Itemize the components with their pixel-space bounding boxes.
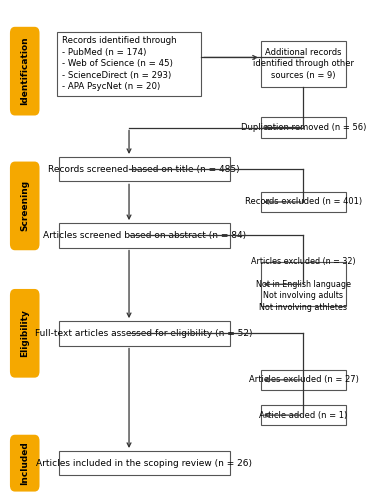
FancyBboxPatch shape	[59, 451, 229, 475]
Text: Included: Included	[20, 442, 29, 485]
Text: Screening: Screening	[20, 180, 29, 232]
FancyBboxPatch shape	[59, 321, 229, 345]
FancyBboxPatch shape	[261, 117, 346, 138]
Text: Records excluded (n = 401): Records excluded (n = 401)	[245, 198, 362, 206]
Text: Records identified through
- PubMed (n = 174)
- Web of Science (n = 45)
- Scienc: Records identified through - PubMed (n =…	[62, 36, 176, 91]
Text: Records screened based on title (n = 485): Records screened based on title (n = 485…	[48, 164, 240, 173]
FancyBboxPatch shape	[10, 289, 39, 378]
FancyBboxPatch shape	[261, 405, 346, 425]
FancyBboxPatch shape	[59, 223, 229, 248]
Text: Articles screened based on abstract (n = 84): Articles screened based on abstract (n =…	[43, 231, 246, 240]
FancyBboxPatch shape	[57, 32, 201, 96]
FancyBboxPatch shape	[10, 27, 39, 116]
Text: Eligibility: Eligibility	[20, 310, 29, 357]
Text: Articles excluded (n = 32)

Not in English language
Not involving adults
Not inv: Articles excluded (n = 32) Not in Englis…	[251, 257, 356, 312]
FancyBboxPatch shape	[10, 434, 39, 492]
FancyBboxPatch shape	[261, 370, 346, 390]
Text: Articles included in the scoping review (n = 26): Articles included in the scoping review …	[36, 458, 252, 468]
Text: Duplication removed (n = 56): Duplication removed (n = 56)	[241, 123, 366, 132]
FancyBboxPatch shape	[261, 40, 346, 87]
FancyBboxPatch shape	[261, 192, 346, 212]
FancyBboxPatch shape	[261, 262, 346, 306]
Text: Full-text articles assessed for eligibility (n = 52): Full-text articles assessed for eligibil…	[36, 329, 253, 338]
FancyBboxPatch shape	[59, 157, 229, 182]
FancyBboxPatch shape	[10, 162, 39, 250]
Text: Article added (n = 1): Article added (n = 1)	[259, 410, 348, 420]
Text: Articles excluded (n = 27): Articles excluded (n = 27)	[248, 376, 358, 384]
Text: Additional records
identified through other
sources (n = 9): Additional records identified through ot…	[253, 48, 354, 80]
Text: Identification: Identification	[20, 37, 29, 106]
